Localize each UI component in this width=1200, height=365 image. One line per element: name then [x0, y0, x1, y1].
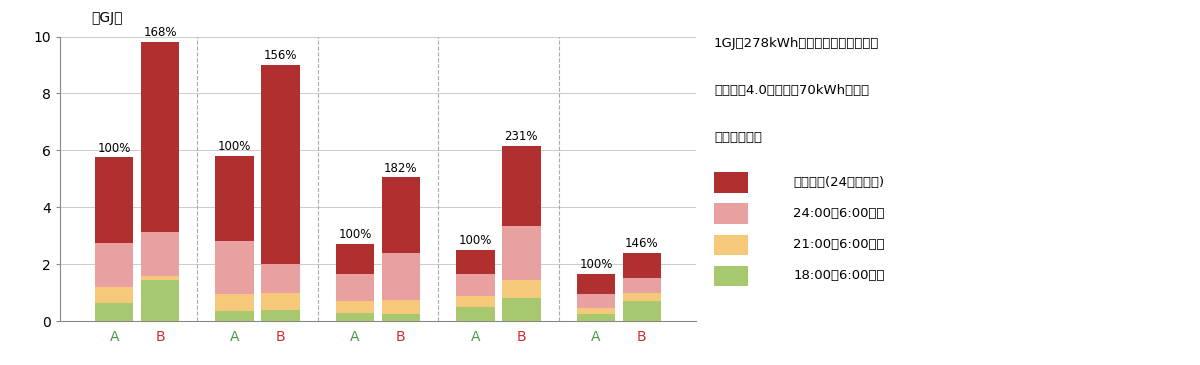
Bar: [215, 311, 254, 321]
Bar: [215, 156, 254, 242]
Bar: [623, 253, 661, 278]
Text: 146%: 146%: [625, 237, 659, 250]
Text: 100%: 100%: [218, 140, 251, 153]
Bar: [577, 274, 616, 294]
Bar: [95, 303, 133, 321]
Bar: [140, 231, 179, 276]
Bar: [382, 300, 420, 314]
Text: 21:00～6:00通風: 21:00～6:00通風: [793, 238, 884, 251]
Bar: [456, 274, 494, 296]
Text: 18:00～6:00通風: 18:00～6:00通風: [793, 269, 884, 282]
Bar: [262, 293, 300, 310]
Text: 24:00～6:00通風: 24:00～6:00通風: [793, 207, 884, 220]
Text: 168%: 168%: [143, 26, 176, 39]
Bar: [140, 280, 179, 321]
Bar: [262, 65, 300, 264]
Bar: [456, 296, 494, 307]
Bar: [95, 243, 133, 287]
Bar: [140, 276, 179, 280]
Bar: [262, 264, 300, 293]
Bar: [262, 310, 300, 321]
Bar: [502, 299, 541, 321]
Bar: [95, 287, 133, 303]
Text: 1GJ＝278kWhであるから、エアコン: 1GJ＝278kWhであるから、エアコン: [714, 36, 880, 50]
Text: 182%: 182%: [384, 162, 418, 174]
Bar: [215, 294, 254, 311]
Bar: [336, 313, 374, 321]
Bar: [336, 244, 374, 274]
Text: 100%: 100%: [580, 258, 613, 272]
Text: 100%: 100%: [338, 228, 372, 242]
Bar: [215, 242, 254, 294]
Bar: [456, 250, 494, 274]
Bar: [95, 158, 133, 243]
Bar: [577, 314, 616, 321]
Bar: [382, 253, 420, 300]
Bar: [623, 301, 661, 321]
Bar: [336, 301, 374, 313]
Bar: [577, 294, 616, 308]
Text: 100%: 100%: [458, 234, 492, 247]
Bar: [456, 307, 494, 321]
Bar: [382, 177, 420, 253]
Text: 消費となる。: 消費となる。: [714, 131, 762, 145]
Bar: [623, 278, 661, 293]
Text: 156%: 156%: [264, 49, 298, 62]
Bar: [140, 42, 179, 231]
Bar: [623, 293, 661, 301]
Text: 通風なし(24時間冷房): 通風なし(24時間冷房): [793, 176, 884, 189]
Bar: [502, 280, 541, 299]
Bar: [502, 226, 541, 280]
Text: 100%: 100%: [97, 142, 131, 155]
Text: （GJ）: （GJ）: [91, 11, 122, 25]
Text: 231%: 231%: [504, 130, 538, 143]
Bar: [336, 274, 374, 301]
Text: の効率が4.0ならば約70kWhの電力: の効率が4.0ならば約70kWhの電力: [714, 84, 869, 97]
Bar: [577, 308, 616, 314]
Bar: [382, 314, 420, 321]
Bar: [502, 146, 541, 226]
